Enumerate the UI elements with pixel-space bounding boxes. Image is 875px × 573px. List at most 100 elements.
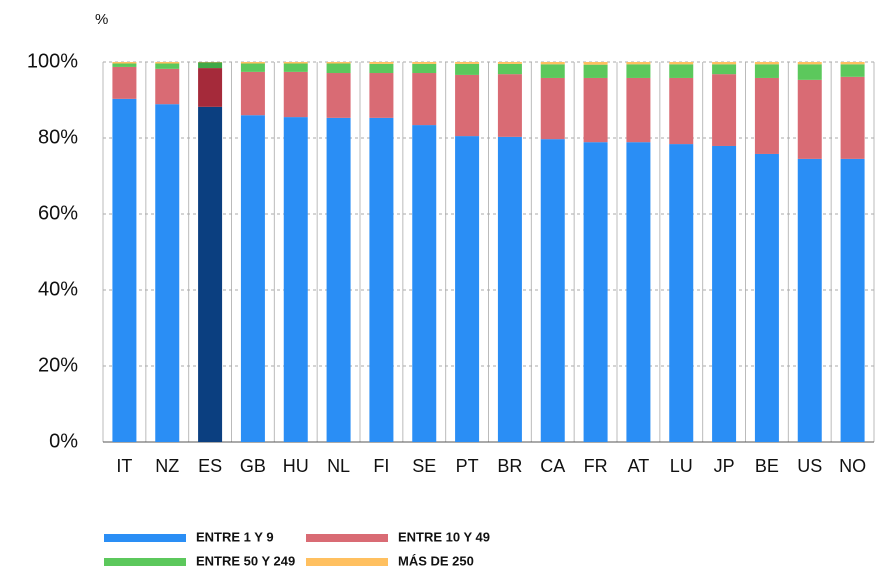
x-tick-label: HU	[283, 456, 309, 476]
x-tick-label: US	[797, 456, 822, 476]
bar-segment	[240, 63, 265, 72]
bar-segment	[797, 79, 822, 159]
bar-segment	[540, 139, 565, 442]
bar-segment	[412, 62, 437, 64]
bar-segment	[540, 77, 565, 140]
bar-segment	[840, 62, 865, 65]
bar-segment	[712, 64, 737, 75]
bar-segment	[583, 142, 608, 442]
bar-segment	[326, 73, 351, 118]
bar-segment	[369, 63, 394, 74]
bar-segment	[583, 77, 608, 143]
x-tick-label: AT	[628, 456, 650, 476]
y-tick-label: 40%	[38, 278, 78, 300]
bar-segment	[155, 68, 180, 105]
bar-segment	[669, 77, 694, 145]
y-axis-label: %	[95, 11, 108, 28]
bar-segment	[797, 158, 822, 442]
bar-segment	[754, 77, 779, 154]
bar-segment	[754, 153, 779, 442]
bar-segment	[283, 117, 308, 442]
bar-segment	[754, 64, 779, 78]
x-tick-label: LU	[670, 456, 693, 476]
legend-label: ENTRE 10 Y 49	[398, 529, 490, 544]
bar-segment	[669, 62, 694, 65]
bar-segment	[326, 62, 351, 64]
bar-segment	[540, 62, 565, 65]
bar-segment	[369, 117, 394, 443]
bar-segment	[155, 104, 180, 443]
bar-segment	[840, 76, 865, 159]
bar-segment	[240, 62, 265, 64]
legend-label: MÁS DE 250	[398, 553, 474, 568]
x-tick-label: NO	[839, 456, 866, 476]
bar-segment	[583, 62, 608, 65]
y-tick-label: 100%	[27, 50, 78, 72]
x-tick-label: IT	[116, 456, 132, 476]
bar-segment	[455, 63, 480, 75]
bar-segment	[626, 64, 651, 78]
y-tick-label: 20%	[38, 354, 78, 376]
legend-swatch	[306, 558, 388, 566]
bar-segment	[669, 64, 694, 78]
bar-segment	[540, 64, 565, 78]
bar-segment	[112, 66, 137, 99]
y-tick-label: 0%	[49, 430, 78, 452]
bar-segment	[412, 63, 437, 74]
legend-swatch	[104, 534, 186, 542]
bar-segment	[840, 64, 865, 77]
x-tick-label: SE	[412, 456, 436, 476]
x-tick-label: BE	[755, 456, 779, 476]
bar-segment	[840, 158, 865, 442]
bar-segment	[283, 62, 308, 64]
x-tick-label: BR	[497, 456, 522, 476]
legend-swatch	[306, 534, 388, 542]
bar-segment	[712, 62, 737, 65]
bar-segment	[412, 73, 437, 126]
bar-segment	[155, 62, 180, 64]
bar-segment	[626, 77, 651, 143]
bar-segment	[626, 62, 651, 65]
y-tick-label: 60%	[38, 202, 78, 224]
bar-segment	[112, 98, 137, 443]
bar-segment	[283, 63, 308, 72]
bar-segment	[155, 63, 180, 69]
bar-segment	[283, 71, 308, 118]
bar-segment	[797, 64, 822, 80]
legend-label: ENTRE 1 Y 9	[196, 529, 274, 544]
bar-segment	[326, 63, 351, 74]
bar-segment	[497, 74, 522, 137]
x-tick-label: NZ	[155, 456, 179, 476]
bar-segment	[669, 144, 694, 442]
bar-segment	[112, 63, 137, 67]
legend-swatch	[104, 558, 186, 566]
legend-label: ENTRE 50 Y 249	[196, 553, 295, 568]
x-tick-label: ES	[198, 456, 222, 476]
bar-segment	[712, 74, 737, 146]
bar-segment	[626, 142, 651, 442]
bar-segment	[455, 62, 480, 64]
x-tick-label: FI	[373, 456, 389, 476]
bar-segment	[455, 74, 480, 137]
bar-segment	[497, 63, 522, 75]
bar-segment	[112, 62, 137, 64]
x-tick-label: FR	[584, 456, 608, 476]
bar-segment	[412, 125, 437, 442]
bar-segment	[497, 136, 522, 443]
bar-segment	[455, 136, 480, 442]
y-tick-label: 80%	[38, 126, 78, 148]
x-tick-label: NL	[327, 456, 350, 476]
bar-segment	[240, 115, 265, 442]
bar-segment	[240, 71, 265, 116]
bar-segment	[369, 62, 394, 64]
bar-segment	[198, 68, 223, 107]
bar-segment	[583, 64, 608, 78]
bar-segment	[797, 62, 822, 65]
x-tick-label: GB	[240, 456, 266, 476]
x-tick-label: JP	[714, 456, 735, 476]
x-tick-label: CA	[540, 456, 565, 476]
bar-segment	[326, 117, 351, 443]
bar-segment	[369, 73, 394, 118]
bar-segment	[754, 62, 779, 65]
